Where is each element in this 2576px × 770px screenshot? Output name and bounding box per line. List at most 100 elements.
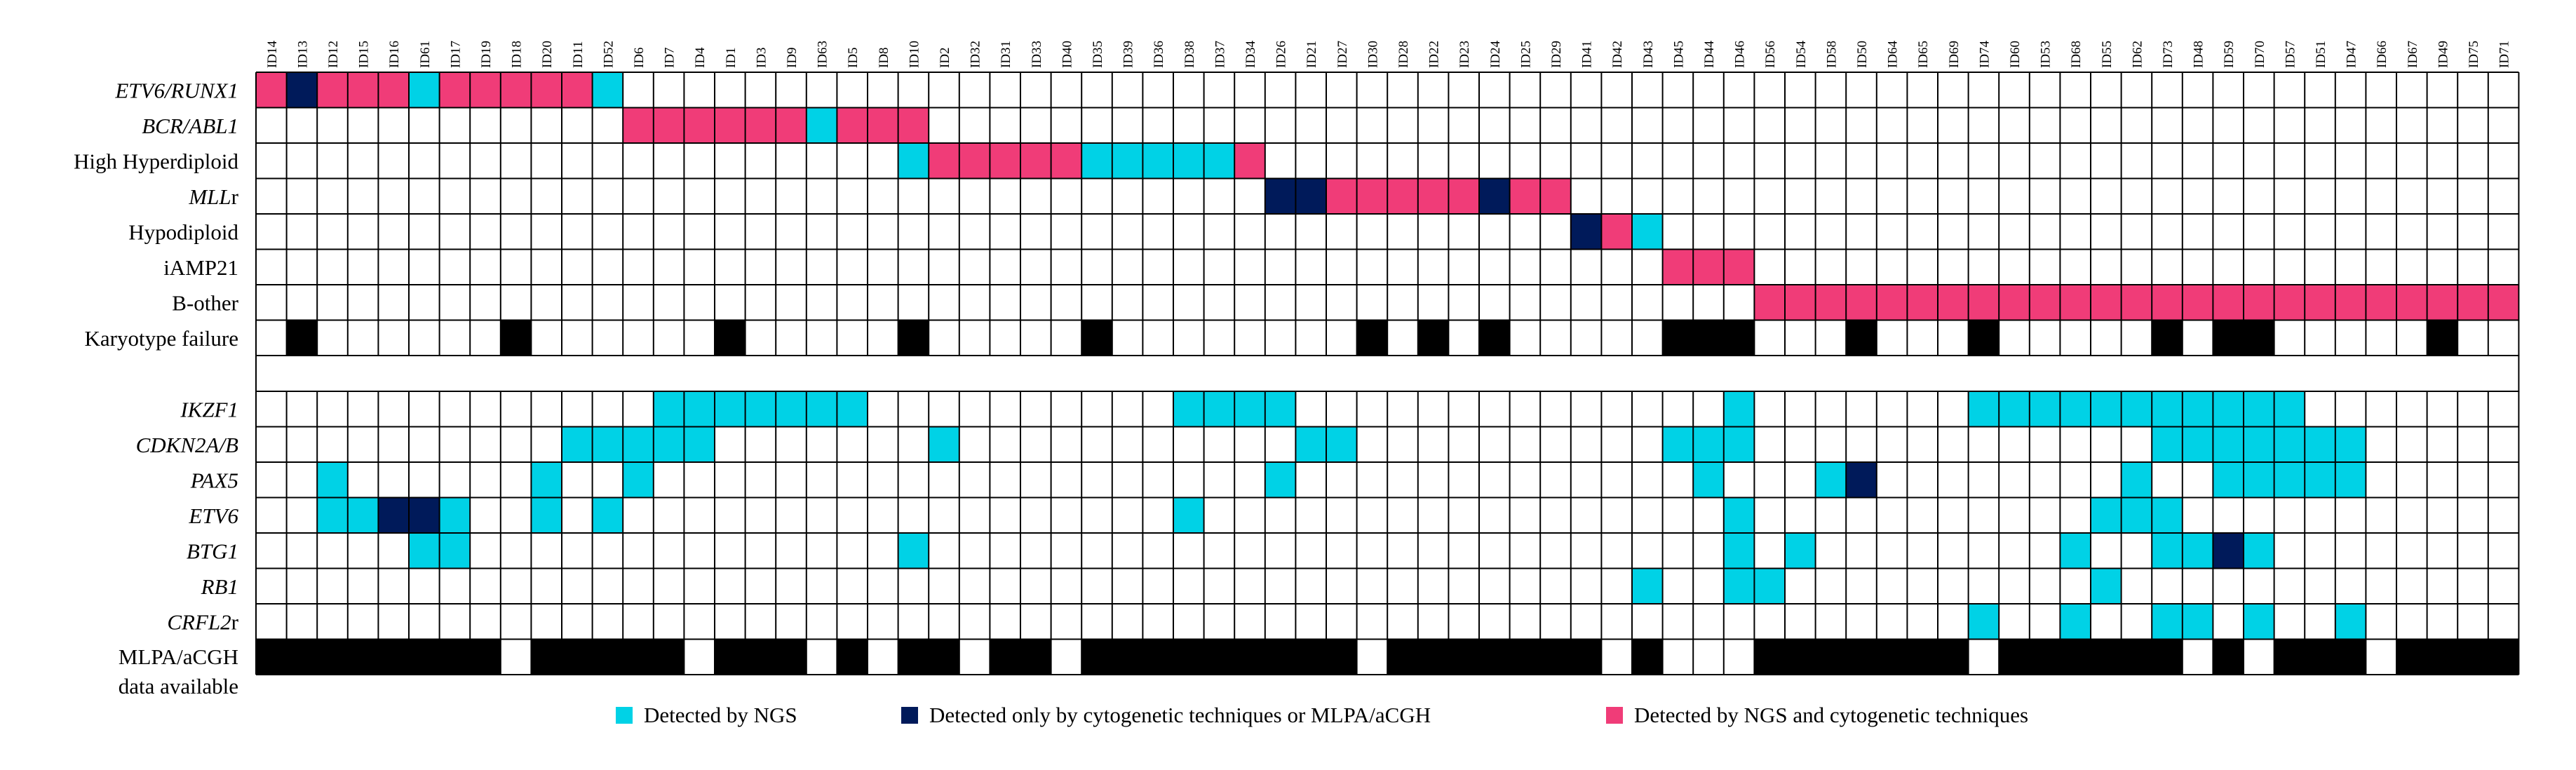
heatmap-cell	[1081, 320, 1112, 356]
heatmap-cell	[531, 497, 562, 533]
sample-id-label: ID29	[1549, 41, 1564, 68]
sample-id-label: ID26	[1274, 41, 1289, 68]
sample-id-label: ID34	[1243, 40, 1258, 68]
heatmap-cell	[1693, 426, 1724, 462]
sample-id-label: ID53	[2039, 41, 2054, 68]
sample-id-label: ID23	[1457, 41, 1472, 68]
heatmap-cell	[347, 72, 379, 108]
heatmap-cell	[2060, 285, 2091, 320]
heatmap-cell	[1203, 143, 1235, 179]
heatmap-cell	[806, 391, 837, 427]
heatmap-cell	[347, 639, 379, 675]
heatmap-cell	[776, 639, 807, 675]
heatmap-cell	[1417, 178, 1449, 214]
heatmap-cell	[2152, 391, 2183, 427]
heatmap-cell	[409, 497, 440, 533]
sample-id-label: ID65	[1916, 41, 1931, 68]
row-label-text: High Hyperdiploid	[74, 149, 239, 173]
row-label-text: ETV6/RUNX1	[114, 78, 238, 102]
sample-id-label: ID10	[907, 41, 922, 68]
sample-id-label: ID71	[2497, 41, 2512, 68]
heatmap-cell	[1417, 320, 1449, 356]
heatmap-cell	[2427, 639, 2458, 675]
heatmap-cell	[1509, 639, 1541, 675]
heatmap-cell	[1540, 178, 1571, 214]
heatmap-cell	[1326, 639, 1357, 675]
heatmap-cell	[1020, 143, 1051, 179]
heatmap-cell	[2152, 426, 2183, 462]
heatmap-cell	[1846, 639, 1877, 675]
sample-id-label: ID37	[1213, 41, 1227, 68]
heatmap-cell	[2305, 426, 2335, 462]
heatmap-cell	[562, 639, 593, 675]
sample-id-label: ID67	[2406, 41, 2420, 68]
heatmap-cell	[2152, 604, 2183, 640]
sample-id-label: ID31	[999, 41, 1013, 68]
sample-id-label: ID73	[2161, 41, 2176, 68]
heatmap-cell	[806, 107, 837, 143]
heatmap-cell	[1632, 214, 1663, 250]
sample-id-label: ID56	[1763, 41, 1778, 68]
heatmap-cell	[1448, 178, 1479, 214]
heatmap-cell	[1295, 178, 1326, 214]
heatmap-cell	[2274, 285, 2305, 320]
heatmap-cell	[2305, 639, 2335, 675]
row-label: iAMP21	[163, 255, 238, 280]
heatmap-cell	[837, 639, 868, 675]
heatmap-cell	[2427, 285, 2458, 320]
heatmap-cell	[684, 391, 715, 427]
heatmap-cell	[1723, 568, 1755, 604]
heatmap-cell	[1632, 568, 1663, 604]
row-label: ETV6/RUNX1	[114, 78, 238, 102]
sample-id-label: ID5	[846, 47, 861, 68]
heatmap-cell	[500, 320, 532, 356]
heatmap-cell	[409, 533, 440, 569]
sample-id-label: ID69	[1947, 41, 1962, 68]
heatmap-cell	[378, 72, 409, 108]
heatmap-cell	[2457, 639, 2488, 675]
heatmap-cell	[2366, 285, 2396, 320]
heatmap-cell	[2274, 462, 2305, 498]
heatmap-cell	[1876, 639, 1908, 675]
heatmap-cell	[1173, 639, 1204, 675]
heatmap-cell	[776, 107, 807, 143]
heatmap-cell	[1846, 285, 1877, 320]
heatmap-cell	[2244, 426, 2274, 462]
row-label-text: iAMP21	[163, 255, 238, 280]
sample-id-label: ID13	[295, 41, 310, 68]
heatmap-cell	[1387, 178, 1418, 214]
heatmap-cell	[2121, 285, 2152, 320]
heatmap-cell	[2244, 391, 2274, 427]
heatmap-cell	[531, 72, 562, 108]
heatmap-cell	[990, 639, 1020, 675]
heatmap-cell	[2427, 320, 2458, 356]
sample-id-label: ID2	[938, 47, 952, 68]
heatmap-cell	[1479, 639, 1510, 675]
heatmap-cell	[1173, 391, 1204, 427]
heatmap-cell	[684, 107, 715, 143]
heatmap-cell	[929, 143, 959, 179]
heatmap-cell	[2213, 462, 2244, 498]
legend-item: Detected only by cytogenetic techniques …	[901, 703, 1431, 727]
heatmap-cell	[1570, 639, 1602, 675]
heatmap-cell	[592, 426, 623, 462]
heatmap-cell	[1693, 462, 1724, 498]
heatmap-cell	[2274, 426, 2305, 462]
heatmap-cell	[2029, 285, 2061, 320]
row-label: High Hyperdiploid	[74, 149, 239, 173]
heatmap-cell	[1723, 426, 1755, 462]
heatmap-cell	[1173, 143, 1204, 179]
heatmap-cell	[868, 107, 898, 143]
heatmap-cell	[715, 107, 746, 143]
heatmap-cell	[1693, 320, 1724, 356]
heatmap-cell	[929, 426, 959, 462]
heatmap-cell	[2091, 497, 2122, 533]
heatmap-cell	[1112, 639, 1143, 675]
heatmap-cell	[653, 639, 685, 675]
heatmap-cell	[1662, 426, 1694, 462]
heatmap-cell	[2274, 639, 2305, 675]
heatmap-cell	[1234, 639, 1265, 675]
heatmap-cell	[837, 107, 868, 143]
sample-id-label: ID59	[2222, 41, 2237, 68]
